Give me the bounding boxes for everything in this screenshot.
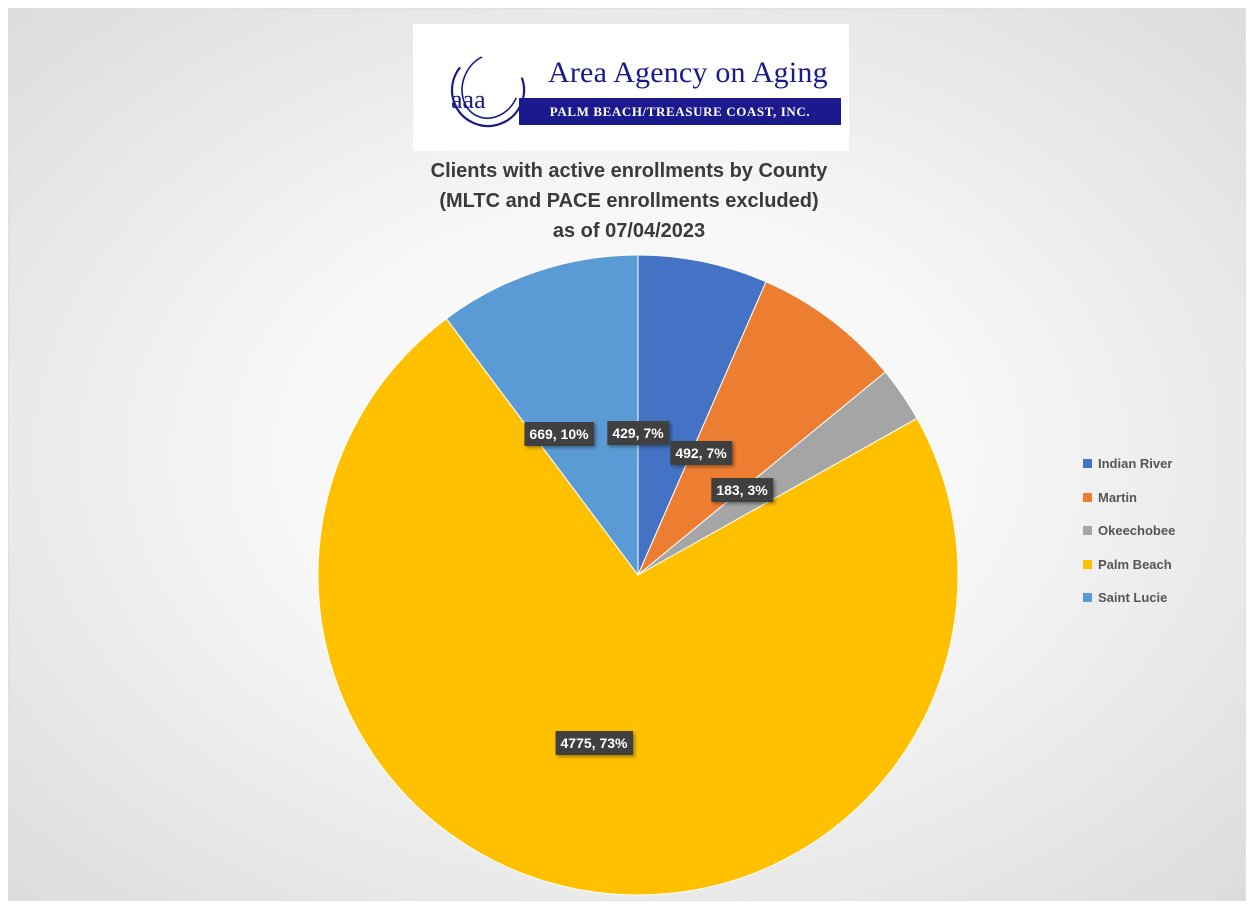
data-label-box: [555, 731, 634, 755]
legend-item: Martin: [1083, 481, 1175, 515]
legend-swatch: [1083, 593, 1092, 603]
legend-swatch: [1083, 526, 1092, 536]
legend-item: Palm Beach: [1083, 548, 1175, 582]
pie-slice-palm-beach: [317, 318, 959, 896]
data-label-text: 492, 7%: [675, 445, 727, 461]
logo-swoosh-icon: aaa: [450, 52, 526, 128]
legend-item: Indian River: [1083, 447, 1175, 481]
data-label-text: 183, 3%: [716, 482, 768, 498]
data-label-box: [524, 422, 595, 446]
chart-date-line: as of 07/04/2023: [552, 220, 706, 242]
legend-label: Martin: [1098, 489, 1137, 505]
legend-swatch: [1083, 492, 1092, 502]
legend-swatch: [1083, 559, 1092, 569]
data-label-text: 429, 7%: [612, 425, 664, 441]
data-label-box: [711, 478, 774, 502]
chart-legend: Indian River Martin Okeechobee Palm Beach Sa…: [1083, 447, 1175, 615]
data-label-text: 669, 10%: [529, 426, 589, 442]
pie-slice-martin: [637, 281, 887, 576]
legend-label: Palm Beach: [1098, 556, 1172, 572]
logo-band: Palm Beach/Treasure Coast, Inc.: [519, 98, 841, 125]
pie-chart: 429, 7% 492, 7% 183, 3% 4775, 73% 669, 10%: [317, 254, 959, 896]
legend-item: Saint Lucie: [1083, 581, 1175, 615]
pie-slice-indian-river: [637, 254, 767, 576]
data-label: 429, 7%: [607, 421, 670, 445]
pie-slice-saint-lucie: [445, 254, 639, 577]
data-label: 183, 3%: [711, 478, 774, 502]
chart-title: Clients with active enrollments by Count…: [309, 156, 949, 246]
data-label-text: 4775, 73%: [561, 735, 628, 751]
data-label-box: [607, 421, 670, 445]
legend-label: Saint Lucie: [1098, 590, 1168, 606]
data-label: 4775, 73%: [555, 731, 634, 755]
agency-logo: aaa Area Agency on Aging Palm Beach/Trea…: [413, 24, 849, 151]
chart-area: aaa Area Agency on Aging Palm Beach/Trea…: [8, 8, 1246, 901]
logo-mark-text: aaa: [451, 85, 486, 114]
data-label-box: [670, 441, 733, 465]
chart-subtitle-line: (MLTC and PACE enrollments excluded): [439, 190, 819, 212]
legend-label: Okeechobee: [1098, 523, 1176, 539]
legend-swatch: [1083, 459, 1092, 469]
chart-title-line: Clients with active enrollments by Count…: [430, 160, 828, 182]
logo-name: Area Agency on Aging: [548, 56, 828, 89]
legend-item: Okeechobee: [1083, 514, 1175, 548]
legend-label: Indian River: [1098, 456, 1173, 472]
data-label: 492, 7%: [670, 441, 733, 465]
data-label: 669, 10%: [524, 422, 595, 446]
